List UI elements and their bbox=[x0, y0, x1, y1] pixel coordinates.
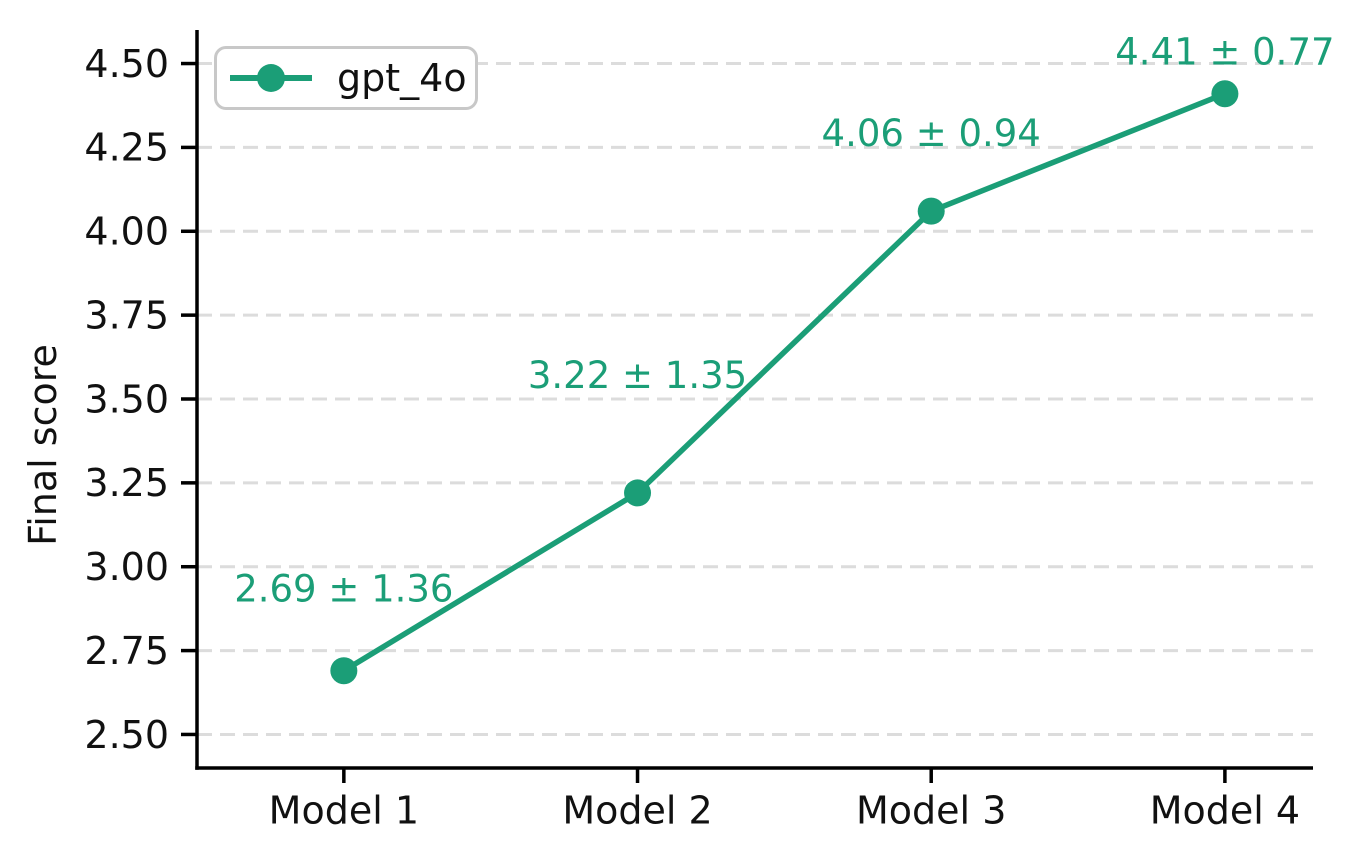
svg-text:4.41 ± 0.77: 4.41 ± 0.77 bbox=[1115, 31, 1334, 74]
data-point bbox=[1211, 80, 1239, 108]
svg-text:Model 1: Model 1 bbox=[269, 788, 419, 832]
svg-text:2.75: 2.75 bbox=[84, 629, 169, 673]
svg-text:3.50: 3.50 bbox=[84, 377, 169, 421]
y-axis-label: Final score bbox=[21, 344, 65, 546]
data-point bbox=[624, 479, 652, 507]
svg-text:Model 3: Model 3 bbox=[856, 788, 1006, 832]
svg-text:3.22 ± 1.35: 3.22 ± 1.35 bbox=[528, 354, 747, 397]
svg-text:4.50: 4.50 bbox=[84, 42, 169, 86]
data-point bbox=[330, 657, 358, 685]
svg-text:Model 4: Model 4 bbox=[1150, 788, 1300, 832]
legend: gpt_4o bbox=[214, 46, 478, 110]
svg-text:2.69 ± 1.36: 2.69 ± 1.36 bbox=[234, 568, 453, 611]
svg-text:Model 2: Model 2 bbox=[562, 788, 712, 832]
point-annotations: 2.69 ± 1.36 3.22 ± 1.35 4.06 ± 0.94 4.41 ± … bbox=[234, 31, 1334, 611]
svg-text:3.00: 3.00 bbox=[84, 545, 169, 589]
svg-text:2.50: 2.50 bbox=[84, 713, 169, 757]
gridlines bbox=[197, 62, 1313, 736]
data-point bbox=[917, 197, 945, 225]
x-axis-ticks: Model 1 Model 2 Model 3 Model 4 bbox=[269, 768, 1300, 832]
svg-text:4.06 ± 0.94: 4.06 ± 0.94 bbox=[822, 112, 1041, 155]
svg-text:4.00: 4.00 bbox=[84, 210, 169, 254]
y-axis-ticks: 2.50 2.75 3.00 3.25 3.50 3.75 4.00 4.25 4.50 bbox=[84, 42, 197, 757]
series-gpt_4o bbox=[330, 80, 1239, 685]
svg-text:3.25: 3.25 bbox=[84, 461, 169, 505]
legend-line-sample bbox=[230, 64, 312, 92]
svg-text:4.25: 4.25 bbox=[84, 126, 169, 170]
legend-marker-icon bbox=[257, 64, 285, 92]
legend-label: gpt_4o bbox=[337, 56, 467, 100]
svg-text:3.75: 3.75 bbox=[84, 293, 169, 337]
